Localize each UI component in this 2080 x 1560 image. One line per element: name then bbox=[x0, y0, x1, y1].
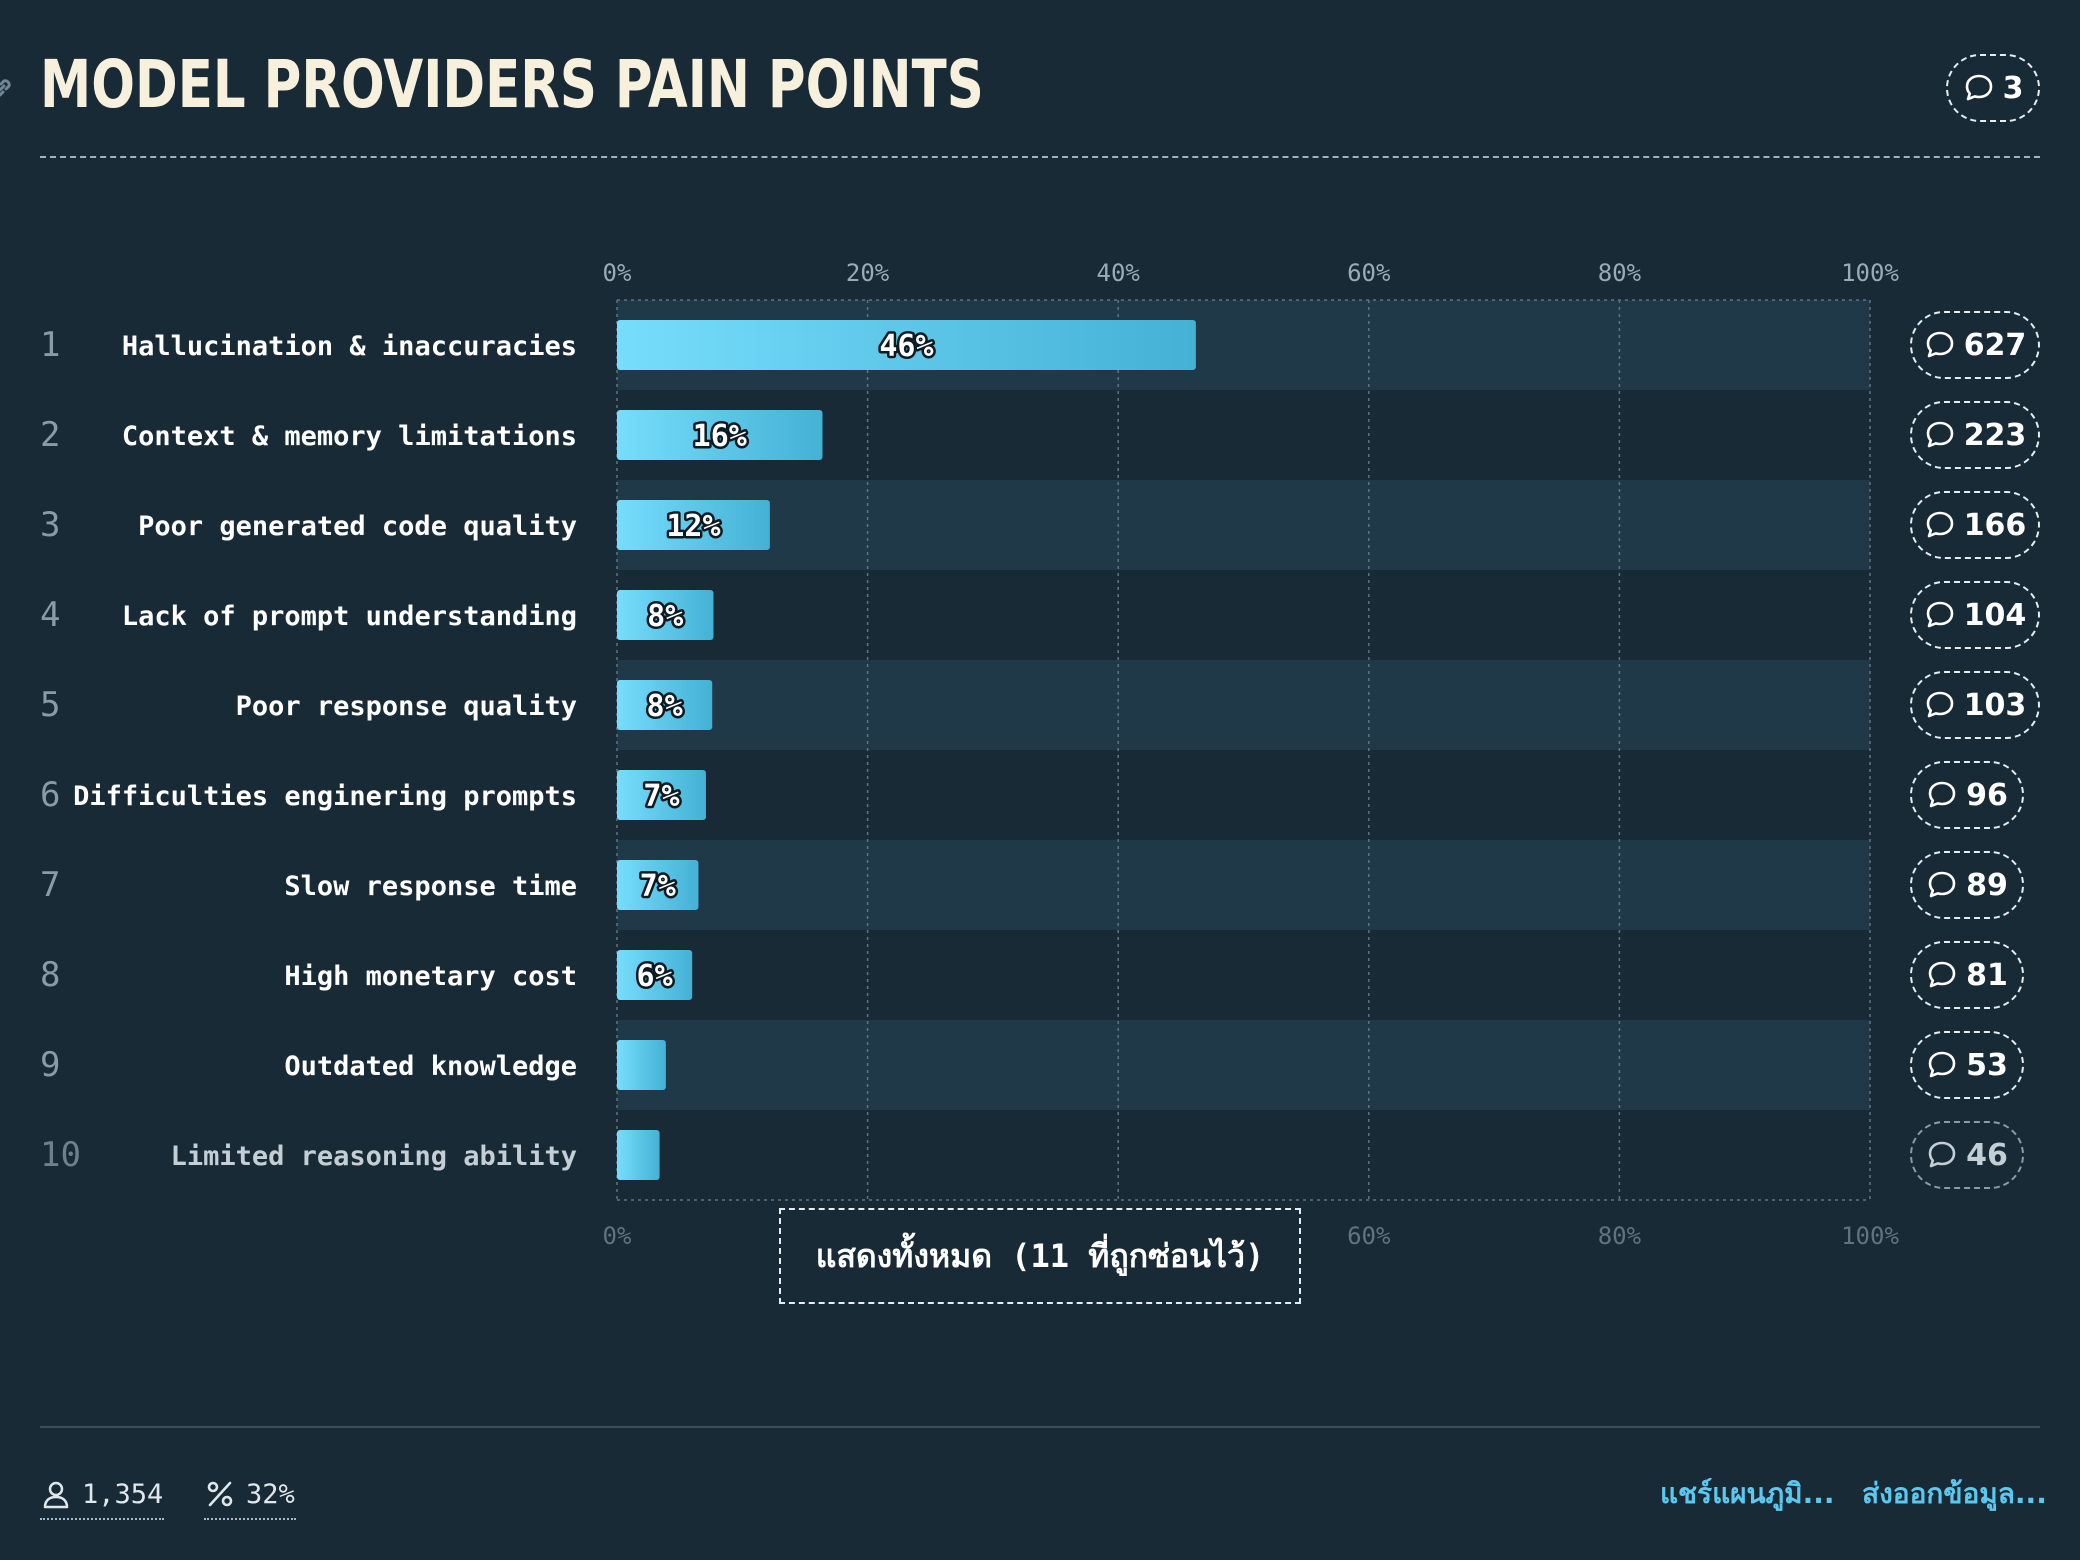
category-label: Poor generated code quality bbox=[138, 511, 577, 542]
row-comments-button[interactable]: 166 bbox=[1910, 491, 2040, 559]
row-comment-count: 89 bbox=[1966, 867, 2008, 903]
bar-value-label: 8% bbox=[647, 599, 683, 634]
category-label: Limited reasoning ability bbox=[171, 1141, 577, 1172]
bar[interactable] bbox=[617, 410, 823, 460]
speech-bubble-icon bbox=[1926, 511, 1953, 538]
bar-value-label: 7% bbox=[640, 869, 676, 904]
x-tick-label-bottom: 80% bbox=[1598, 1222, 1642, 1250]
rank-number: 6 bbox=[40, 775, 60, 815]
category-label: Slow response time bbox=[284, 871, 577, 902]
row-comments-button[interactable]: 53 bbox=[1910, 1031, 2024, 1099]
header-comments-button[interactable]: 3 bbox=[1946, 54, 2040, 122]
header-divider bbox=[40, 156, 2040, 158]
bar-value-label: 16% bbox=[693, 419, 747, 454]
row-comments-button[interactable]: 104 bbox=[1910, 581, 2040, 649]
speech-bubble-icon bbox=[1928, 1051, 1956, 1078]
bar[interactable] bbox=[617, 1040, 666, 1090]
row-comments-button[interactable]: 223 bbox=[1910, 401, 2040, 469]
rank-number: 8 bbox=[40, 955, 60, 995]
row-comments-button[interactable]: 103 bbox=[1910, 671, 2040, 739]
percent-icon bbox=[207, 1481, 233, 1507]
x-tick-label: 0% bbox=[603, 259, 632, 287]
row-comment-count: 81 bbox=[1966, 957, 2008, 993]
bar-value-label: 46% bbox=[879, 329, 933, 364]
rank-number: 10 bbox=[40, 1135, 81, 1175]
category-label: Difficulties enginering prompts bbox=[73, 781, 577, 812]
link-icon[interactable] bbox=[0, 72, 18, 104]
speech-bubble-icon bbox=[1928, 781, 1956, 808]
export-data-link[interactable]: ส่งออกข้อมูล... bbox=[1862, 1477, 2047, 1510]
row-comment-count: 104 bbox=[1963, 597, 2027, 633]
x-tick-label: 60% bbox=[1347, 259, 1391, 287]
rank-number: 7 bbox=[40, 865, 60, 905]
x-tick-label: 100% bbox=[1841, 259, 1899, 287]
rank-number: 5 bbox=[40, 685, 60, 725]
row-comments-button[interactable]: 96 bbox=[1910, 761, 2024, 829]
footer-divider bbox=[40, 1426, 2040, 1428]
row-band bbox=[617, 660, 1870, 750]
speech-bubble-icon bbox=[1965, 74, 1992, 101]
rank-number: 1 bbox=[40, 325, 60, 365]
rank-number: 9 bbox=[40, 1045, 60, 1085]
bar[interactable] bbox=[617, 860, 699, 910]
response-rate-value: 32% bbox=[246, 1478, 295, 1510]
speech-bubble-icon bbox=[1926, 601, 1953, 628]
bar[interactable] bbox=[617, 1130, 660, 1180]
row-band bbox=[617, 1020, 1870, 1110]
bar[interactable] bbox=[617, 500, 770, 550]
x-tick-label-bottom: 0% bbox=[603, 1222, 632, 1250]
row-comment-count: 46 bbox=[1966, 1137, 2008, 1173]
user-icon bbox=[43, 1481, 69, 1509]
bar[interactable] bbox=[617, 590, 714, 640]
row-band bbox=[617, 480, 1870, 570]
respondents-stat[interactable]: 1,354 bbox=[40, 1470, 164, 1520]
pain-points-bar-chart: 0%0%20%20%40%40%60%60%80%80%100%100%1Hal… bbox=[40, 259, 1899, 1250]
row-comment-count: 53 bbox=[1966, 1047, 2008, 1083]
row-comment-count: 103 bbox=[1963, 687, 2027, 723]
bar[interactable] bbox=[617, 770, 706, 820]
rank-number: 2 bbox=[40, 415, 60, 455]
speech-bubble-icon bbox=[1928, 961, 1956, 988]
row-comment-count: 166 bbox=[1963, 507, 2027, 543]
x-tick-label: 80% bbox=[1598, 259, 1642, 287]
bar-value-label: 6% bbox=[637, 959, 673, 994]
bar[interactable] bbox=[617, 320, 1196, 370]
speech-bubble-icon bbox=[1926, 421, 1953, 448]
category-label: High monetary cost bbox=[284, 961, 577, 992]
row-comments-button[interactable]: 81 bbox=[1910, 941, 2024, 1009]
share-chart-link[interactable]: แชร์แผนภูมิ... bbox=[1660, 1477, 1835, 1510]
speech-bubble-icon bbox=[1926, 331, 1953, 358]
page-title: MODEL PROVIDERS PAIN POINTS bbox=[40, 46, 984, 123]
row-band bbox=[617, 840, 1870, 930]
category-label: Context & memory limitations bbox=[122, 421, 577, 452]
row-comment-count: 223 bbox=[1963, 417, 2027, 453]
rank-number: 4 bbox=[40, 595, 60, 635]
bar[interactable] bbox=[617, 950, 693, 1000]
x-tick-label: 40% bbox=[1097, 259, 1141, 287]
row-comment-count: 96 bbox=[1966, 777, 2008, 813]
x-tick-label: 20% bbox=[846, 259, 890, 287]
response-rate-stat[interactable]: 32% bbox=[204, 1470, 296, 1520]
rank-number: 3 bbox=[40, 505, 60, 545]
show-all-button[interactable]: แสดงทั้งหมด (11 ที่ถูกซ่อนไว้) bbox=[779, 1208, 1301, 1304]
speech-bubble-icon bbox=[1928, 1141, 1956, 1168]
category-label: Outdated knowledge bbox=[284, 1051, 577, 1082]
row-comments-button[interactable]: 46 bbox=[1910, 1121, 2024, 1189]
bar-value-label: 8% bbox=[647, 689, 683, 724]
category-label: Poor response quality bbox=[236, 691, 577, 722]
x-tick-label-bottom: 100% bbox=[1841, 1222, 1899, 1250]
respondents-count: 1,354 bbox=[82, 1478, 164, 1510]
row-comments-button[interactable]: 89 bbox=[1910, 851, 2024, 919]
bar-value-label: 12% bbox=[666, 509, 720, 544]
speech-bubble-icon bbox=[1928, 871, 1956, 898]
category-label: Hallucination & inaccuracies bbox=[122, 331, 577, 362]
row-comments-button[interactable]: 627 bbox=[1910, 311, 2040, 379]
bar-value-label: 7% bbox=[643, 779, 679, 814]
speech-bubble-icon bbox=[1926, 691, 1953, 718]
x-tick-label-bottom: 60% bbox=[1347, 1222, 1391, 1250]
bar[interactable] bbox=[617, 680, 713, 730]
header-comment-count: 3 bbox=[2002, 70, 2024, 106]
category-label: Lack of prompt understanding bbox=[122, 601, 577, 632]
row-comment-count: 627 bbox=[1963, 327, 2027, 363]
